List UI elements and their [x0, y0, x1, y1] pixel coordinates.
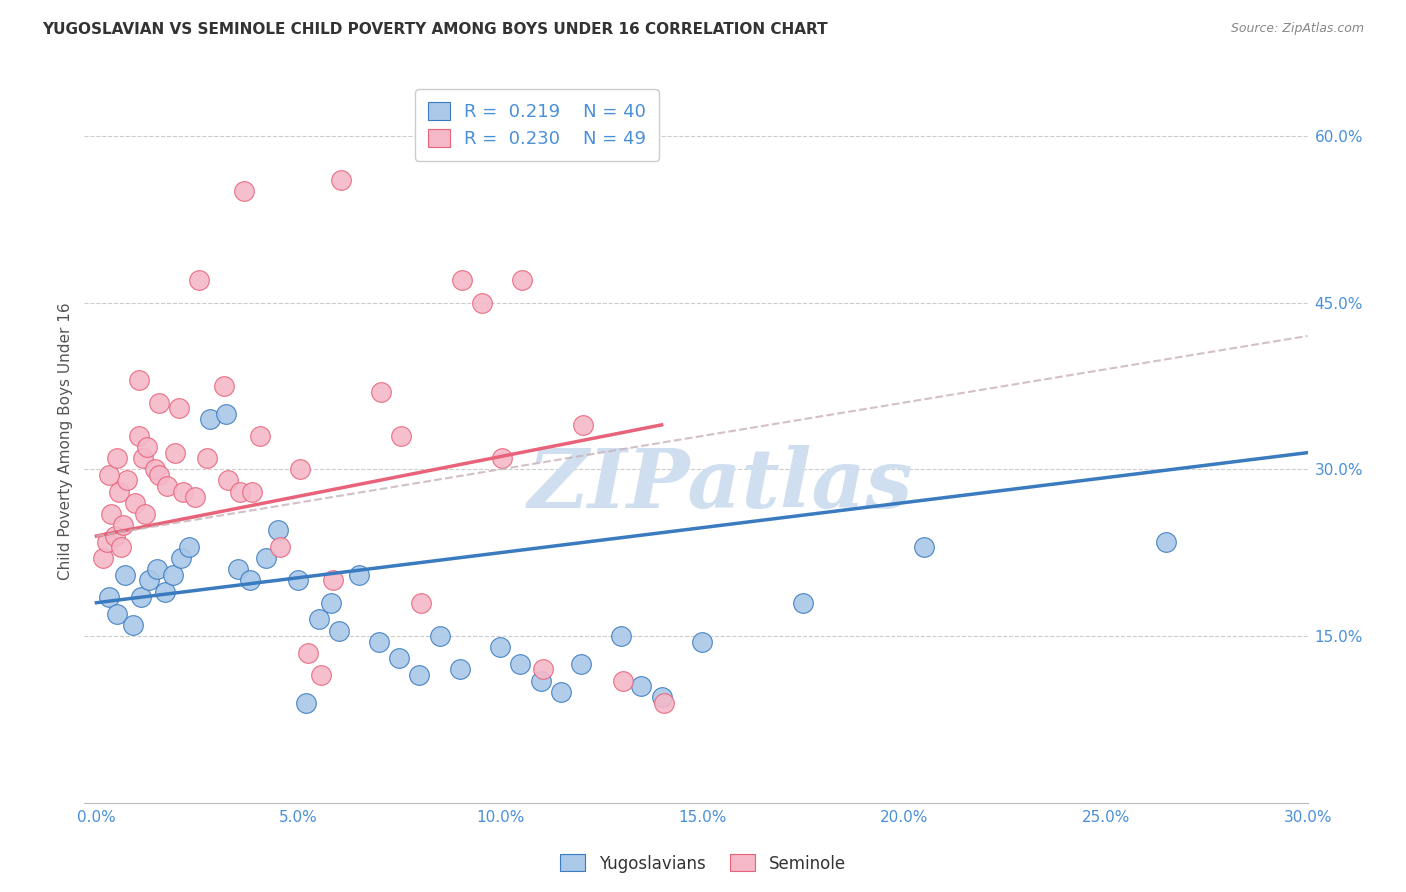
Point: [132, 451, 155, 466]
Point: [287, 574, 309, 588]
Point: [529, 673, 551, 688]
Point: [172, 484, 194, 499]
Point: [290, 462, 312, 476]
Point: [249, 429, 271, 443]
Point: [111, 517, 134, 532]
Point: [165, 445, 187, 459]
Point: [309, 668, 332, 682]
Point: [105, 451, 128, 466]
Point: [107, 484, 129, 499]
Point: [429, 629, 451, 643]
Point: [550, 684, 572, 698]
Point: [198, 412, 221, 426]
Point: [114, 568, 136, 582]
Point: [368, 634, 391, 648]
Point: [531, 662, 554, 676]
Point: [134, 507, 156, 521]
Point: [297, 646, 319, 660]
Point: [97, 467, 120, 482]
Point: [269, 540, 291, 554]
Point: [630, 679, 652, 693]
Point: [792, 596, 814, 610]
Point: [347, 568, 370, 582]
Point: [153, 584, 176, 599]
Point: [179, 540, 201, 554]
Point: [370, 384, 392, 399]
Point: [148, 395, 170, 409]
Point: [91, 551, 114, 566]
Point: [912, 540, 935, 554]
Point: [232, 185, 254, 199]
Point: [569, 657, 592, 671]
Point: [322, 574, 344, 588]
Point: [226, 562, 249, 576]
Point: [128, 373, 150, 387]
Point: [690, 634, 713, 648]
Point: [449, 662, 471, 676]
Point: [217, 474, 239, 488]
Point: [408, 668, 430, 682]
Point: [143, 462, 166, 476]
Point: [214, 407, 236, 421]
Point: [124, 496, 146, 510]
Point: [491, 451, 513, 466]
Point: [162, 568, 184, 582]
Point: [148, 467, 170, 482]
Point: [110, 540, 132, 554]
Point: [96, 534, 118, 549]
Point: [146, 562, 169, 576]
Point: [138, 574, 160, 588]
Point: [450, 273, 472, 287]
Point: [388, 651, 411, 665]
Point: [328, 624, 350, 638]
Point: [512, 273, 534, 287]
Text: YUGOSLAVIAN VS SEMINOLE CHILD POVERTY AMONG BOYS UNDER 16 CORRELATION CHART: YUGOSLAVIAN VS SEMINOLE CHILD POVERTY AM…: [42, 22, 828, 37]
Point: [100, 507, 122, 521]
Point: [156, 479, 179, 493]
Point: [295, 696, 318, 710]
Point: [184, 490, 207, 504]
Point: [129, 590, 152, 604]
Point: [239, 574, 262, 588]
Point: [115, 474, 138, 488]
Point: [104, 529, 127, 543]
Point: [572, 417, 595, 432]
Text: ZIPatlas: ZIPatlas: [527, 445, 912, 524]
Point: [329, 173, 352, 187]
Point: [167, 401, 190, 416]
Point: [188, 273, 211, 287]
Point: [105, 607, 128, 621]
Point: [610, 629, 633, 643]
Point: [308, 612, 330, 626]
Point: [136, 440, 159, 454]
Point: [267, 524, 290, 538]
Point: [212, 379, 235, 393]
Point: [170, 551, 193, 566]
Point: [1156, 534, 1178, 549]
Point: [254, 551, 277, 566]
Legend: Yugoslavians, Seminole: Yugoslavians, Seminole: [554, 847, 852, 880]
Point: [240, 484, 263, 499]
Point: [229, 484, 252, 499]
Point: [489, 640, 512, 655]
Point: [389, 429, 412, 443]
Point: [509, 657, 531, 671]
Point: [128, 429, 150, 443]
Point: [651, 690, 673, 705]
Point: [471, 295, 494, 310]
Point: [121, 618, 143, 632]
Point: [612, 673, 634, 688]
Point: [197, 451, 219, 466]
Point: [652, 696, 675, 710]
Point: [97, 590, 120, 604]
Point: [411, 596, 433, 610]
Point: [319, 596, 342, 610]
Y-axis label: Child Poverty Among Boys Under 16: Child Poverty Among Boys Under 16: [58, 302, 73, 581]
Legend: R =  0.219    N = 40, R =  0.230    N = 49: R = 0.219 N = 40, R = 0.230 N = 49: [415, 89, 658, 161]
Text: Source: ZipAtlas.com: Source: ZipAtlas.com: [1230, 22, 1364, 36]
